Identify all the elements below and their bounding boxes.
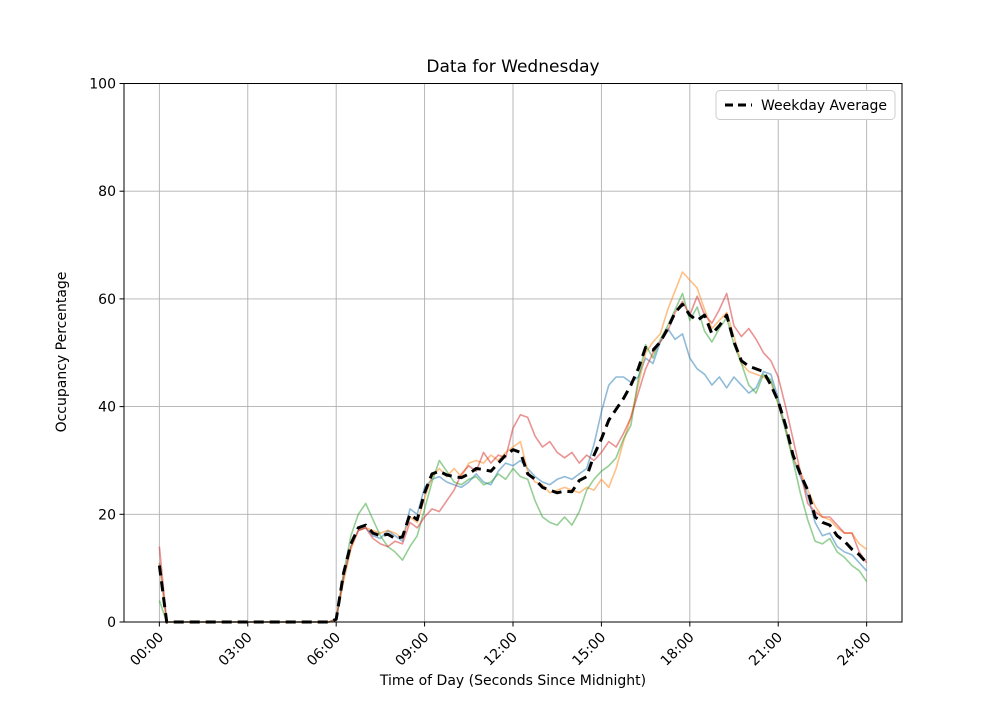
x-tick-label: 18:00 [658, 630, 698, 670]
x-tick-label: 06:00 [304, 630, 344, 670]
x-tick-label: 12:00 [481, 630, 521, 670]
chart-title: Data for Wednesday [426, 57, 599, 77]
x-tick-label: 03:00 [216, 630, 256, 670]
y-tick-label: 80 [98, 184, 116, 200]
y-tick-label: 100 [89, 77, 116, 93]
y-tick-label: 20 [98, 507, 116, 523]
x-tick-label: 24:00 [835, 630, 875, 670]
y-tick-label: 60 [98, 292, 116, 308]
y-tick-label: 40 [98, 400, 116, 416]
x-tick-label: 21:00 [746, 630, 786, 670]
x-tick-label: 09:00 [393, 630, 433, 670]
axis-ticks: 00:00 03:00 06:00 09:00 12:00 15:00 18:00 21:00… [89, 77, 874, 670]
x-tick-label: 00:00 [127, 630, 167, 670]
gridlines [124, 83, 902, 623]
y-tick-label: 0 [107, 615, 116, 631]
y-axis-label: Occupancy Percentage [54, 272, 70, 433]
x-tick-label: 15:00 [569, 630, 609, 670]
legend-box [715, 90, 896, 120]
legend-label: Weekday Average [761, 98, 887, 114]
legend: Weekday Average [715, 90, 896, 120]
x-axis-label: Time of Day (Seconds Since Midnight) [379, 673, 646, 689]
